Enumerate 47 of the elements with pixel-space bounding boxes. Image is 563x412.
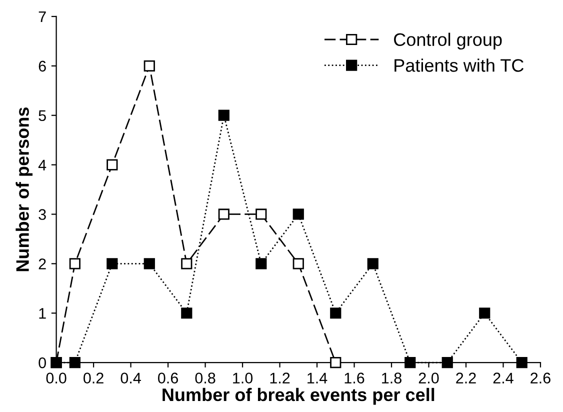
y-tick-label: 7 [38, 12, 46, 22]
legend-label: Patients with TC [394, 58, 524, 72]
point [442, 357, 453, 368]
x-tick-label: 0.2 [84, 372, 104, 384]
x-tick-label: 2.6 [530, 372, 550, 384]
point [256, 208, 267, 220]
y-tick-label: 6 [38, 60, 46, 72]
y-tick-label: 5 [38, 110, 46, 122]
point [144, 258, 155, 270]
y-tick-label: 3 [38, 209, 46, 220]
x-tick-label: 1.2 [270, 372, 290, 384]
point [106, 159, 118, 170]
x-tick-label: 1.8 [382, 372, 402, 384]
point [479, 308, 490, 319]
legend-label: Control group [394, 32, 502, 50]
point [218, 110, 230, 121]
y-tick-label: 0 [38, 357, 46, 368]
x-tick-label: 1.6 [344, 372, 364, 384]
x-tick-label: 1.0 [233, 372, 253, 384]
point [144, 60, 155, 72]
y-axis-title: Number of persons [16, 107, 33, 272]
point [292, 208, 304, 220]
point [218, 208, 230, 220]
point [330, 357, 342, 368]
x-tick-label: 0.8 [195, 372, 216, 384]
point [404, 357, 416, 368]
y-tick-label: 2 [38, 258, 46, 270]
x-tick-label: 1.4 [308, 372, 328, 384]
x-tick-label: 0.0 [46, 372, 66, 384]
point [292, 258, 304, 270]
x-tick-label: 0.4 [120, 372, 141, 384]
point [367, 258, 378, 270]
point [516, 357, 528, 368]
point [69, 258, 80, 270]
x-axis-title: Number of break events per cell [162, 388, 434, 405]
x-tick-label: 2.2 [456, 372, 476, 384]
y-tick-label: 4 [38, 160, 46, 170]
point [181, 258, 192, 270]
point [256, 258, 267, 270]
point [106, 258, 118, 270]
x-tick-label: 0.6 [158, 372, 178, 384]
point [330, 308, 342, 319]
y-tick-label: 1 [39, 308, 46, 319]
x-tick-label: 2.4 [493, 372, 514, 384]
point [69, 357, 80, 368]
x-tick-label: 2.0 [418, 372, 439, 384]
point [181, 308, 192, 319]
